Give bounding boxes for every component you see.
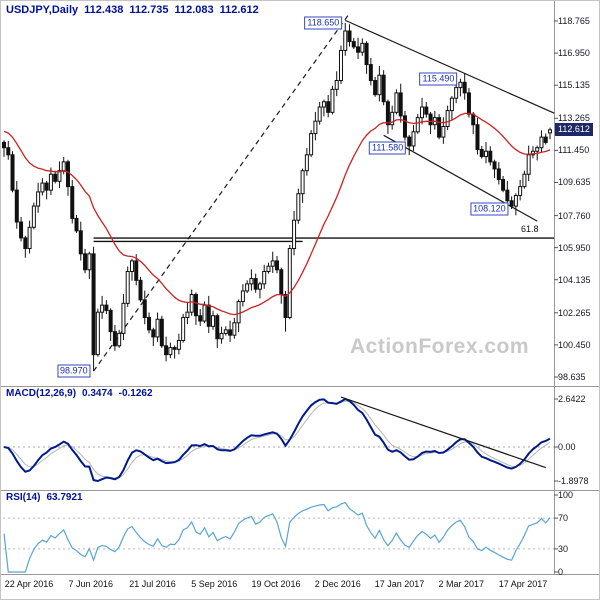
fib-level-label: 61.8 xyxy=(521,224,539,235)
macd-value: 0.3474 xyxy=(82,388,113,399)
chart-title: USDJPY,Daily 112.438 112.735 112.083 112.612 xyxy=(6,4,265,16)
rsi-value: 63.7921 xyxy=(46,492,83,503)
ohlc-low: 112.083 xyxy=(174,4,214,16)
current-price-tag: 112.612 xyxy=(555,122,593,136)
symbol-timeframe: USDJPY,Daily xyxy=(6,4,79,16)
ohlc-close: 112.612 xyxy=(219,4,259,16)
rsi-name: RSI(14) xyxy=(6,492,41,503)
watermark: ActionForex.com xyxy=(350,335,530,358)
ohlc-open: 112.438 xyxy=(84,4,124,16)
ohlc-high: 112.735 xyxy=(129,4,169,16)
macd-indicator-label: MACD(12,26,9) 0.3474 -0.1262 xyxy=(6,388,159,399)
rsi-indicator-label: RSI(14) 63.7921 xyxy=(6,492,89,503)
macd-signal-value: -0.1262 xyxy=(118,388,153,399)
macd-name: MACD(12,26,9) xyxy=(6,388,77,399)
